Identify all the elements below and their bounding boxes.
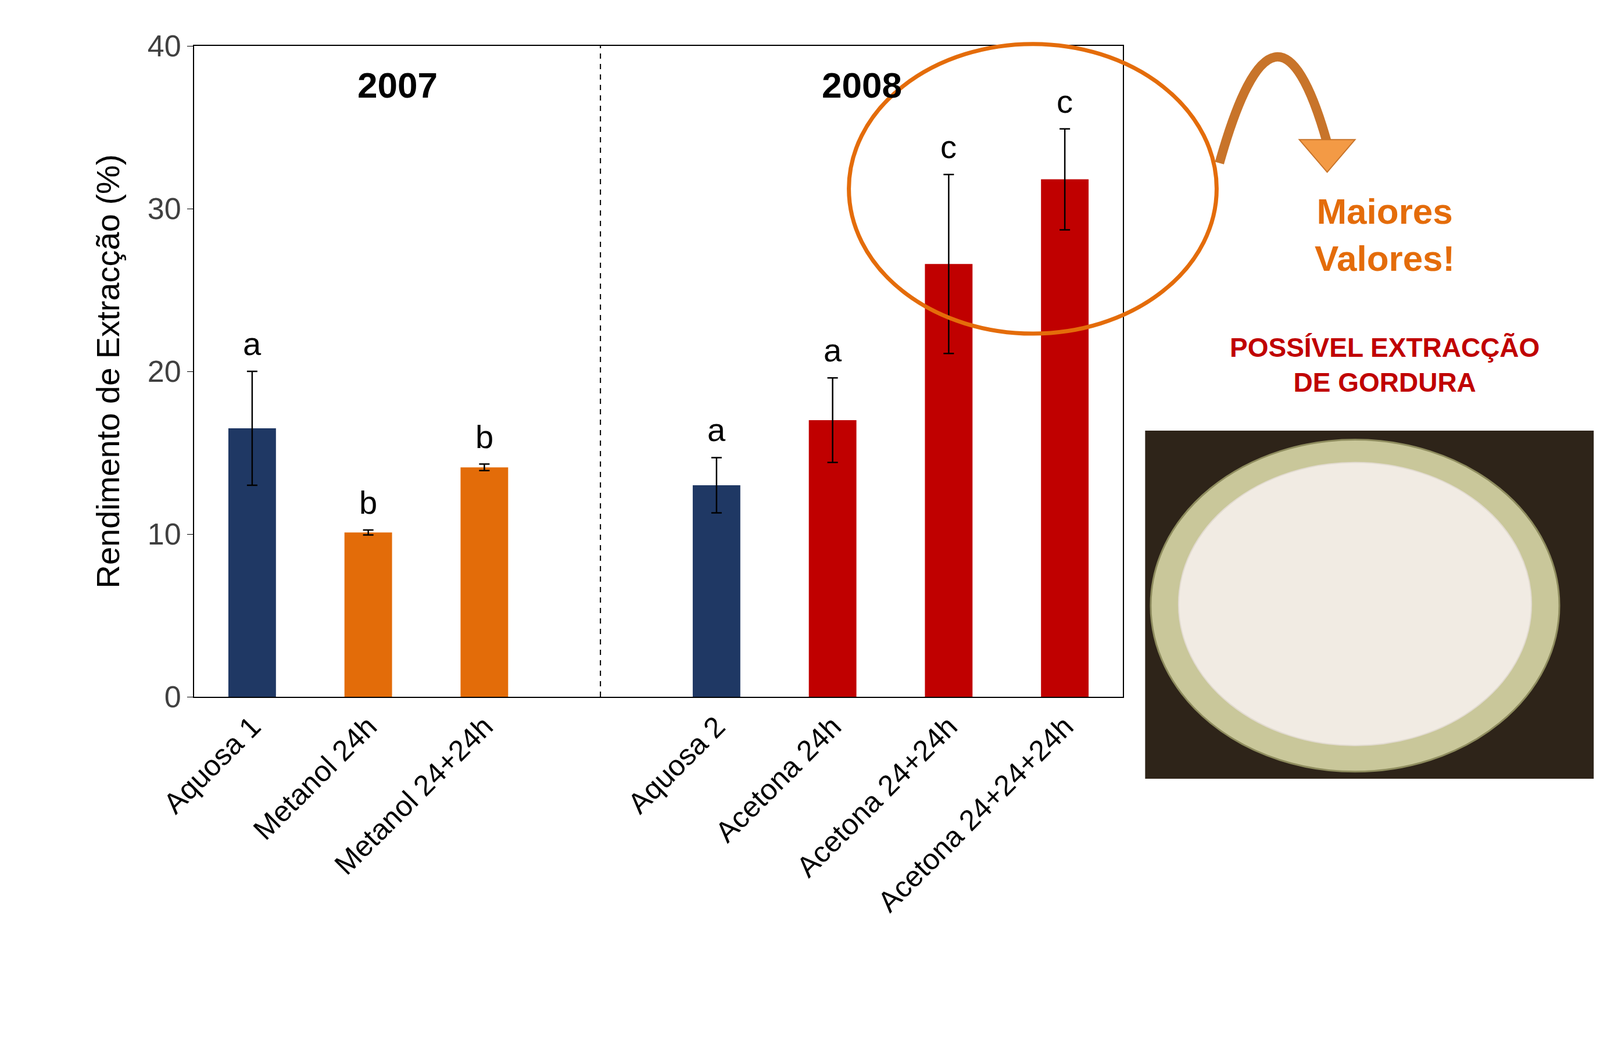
- svg-text:b: b: [475, 418, 494, 456]
- svg-text:20: 20: [147, 354, 182, 389]
- svg-text:c: c: [940, 128, 957, 166]
- svg-text:a: a: [707, 411, 726, 449]
- svg-text:Rendimento de Extracção (%): Rendimento de Extracção (%): [89, 154, 127, 589]
- svg-text:Aquosa 2: Aquosa 2: [621, 710, 732, 821]
- svg-text:30: 30: [147, 191, 182, 226]
- svg-text:40: 40: [147, 29, 182, 63]
- svg-text:2008: 2008: [821, 65, 902, 106]
- svg-text:Metanol 24+24h: Metanol 24+24h: [328, 710, 500, 882]
- svg-text:c: c: [1056, 83, 1073, 120]
- svg-text:a: a: [823, 331, 843, 369]
- svg-text:Acetona 24h: Acetona 24h: [709, 710, 848, 849]
- svg-text:0: 0: [164, 679, 182, 714]
- svg-text:10: 10: [147, 517, 182, 551]
- svg-text:Metanol 24h: Metanol 24h: [247, 710, 384, 847]
- svg-text:Acetona 24+24+24h: Acetona 24+24+24h: [871, 710, 1080, 919]
- svg-text:b: b: [359, 484, 378, 521]
- svg-text:Acetona 24+24h: Acetona 24+24h: [790, 710, 964, 884]
- svg-text:MaioresValores!: MaioresValores!: [1314, 191, 1455, 279]
- svg-text:2007: 2007: [357, 65, 438, 106]
- svg-text:Aquosa 1: Aquosa 1: [156, 710, 267, 821]
- svg-text:a: a: [242, 325, 262, 363]
- svg-text:POSSÍVEL EXTRACÇÃODE GORDURA: POSSÍVEL EXTRACÇÃODE GORDURA: [1229, 332, 1540, 398]
